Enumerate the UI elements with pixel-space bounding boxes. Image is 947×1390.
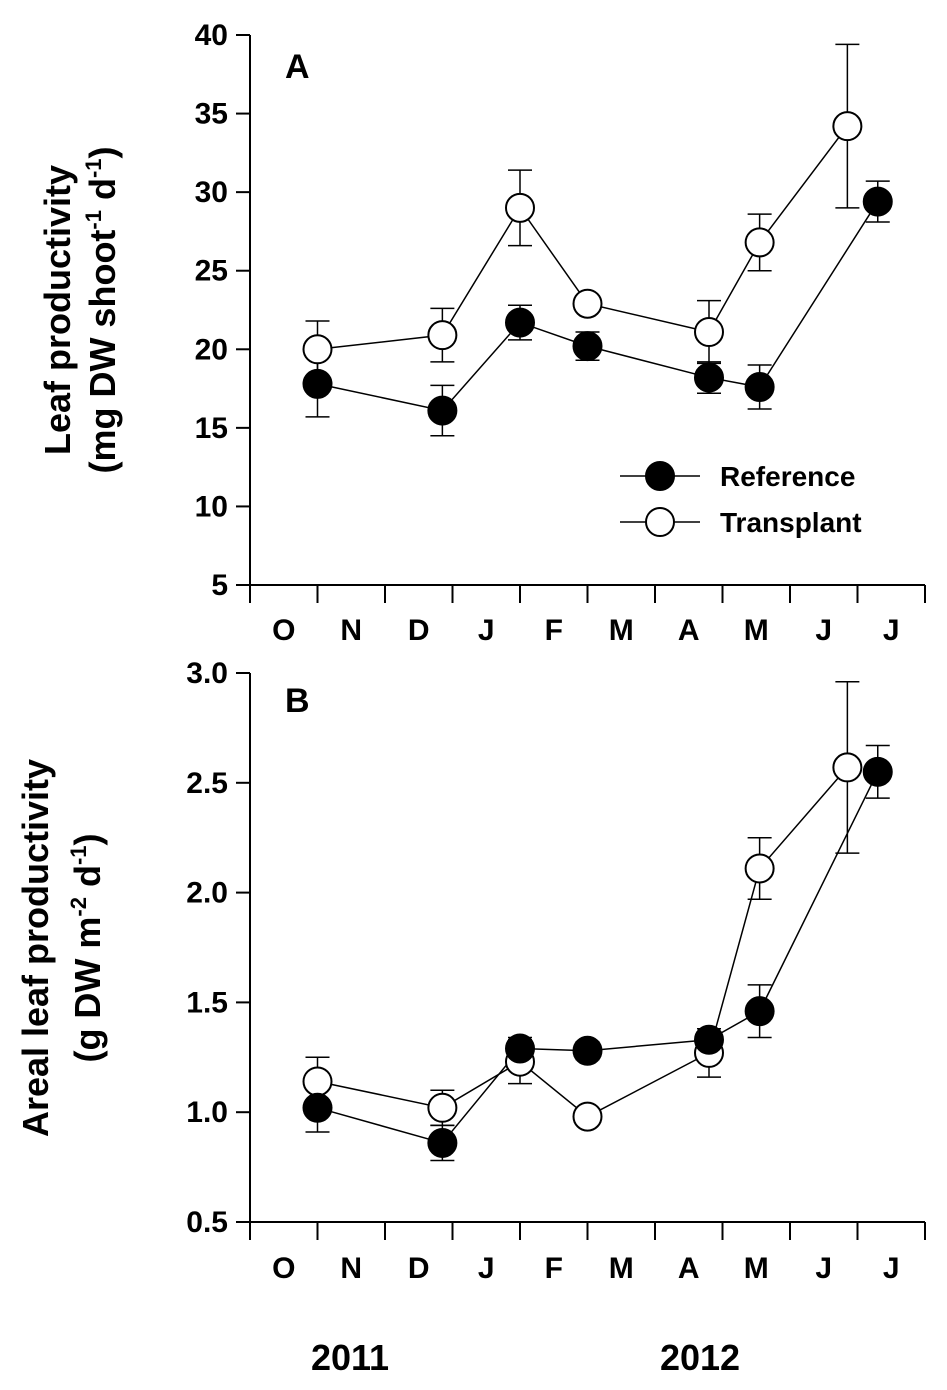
panel-a-transplant-point (744, 227, 775, 258)
panel-a-reference-point (505, 307, 535, 338)
panel-a-y-tick-label: 25 (195, 255, 228, 288)
legend-label: Reference (720, 461, 855, 492)
panel-a-y-tick-label: 15 (195, 412, 228, 445)
legend-marker (645, 461, 675, 491)
panel-b-ylabel-line2: (g DW m-2 d-1) (66, 833, 108, 1062)
panel-a-ylabel-line2: (mg DW shoot-1 d-1) (81, 146, 123, 473)
panel-b-y-tick-label: 3.0 (186, 657, 228, 690)
panel-b-month-label: M (744, 1252, 769, 1285)
panel-a-reference-point (572, 331, 603, 362)
panel-b-axes: 0.5 1.0 1.5 2.0 2.5 3.0 O N D J F M A M J J (186, 657, 926, 1285)
panel-a-reference-point (302, 368, 333, 399)
panel-a-month-label: O (272, 614, 295, 647)
panel-a-month-label: M (744, 614, 769, 647)
panel-a-letter: A (285, 48, 310, 86)
panel-a-y-tick-label: 20 (195, 333, 228, 366)
panel-a-y-tick-label: 5 (211, 569, 228, 602)
panel-b-reference-point (744, 996, 775, 1027)
year-label-2011: 2011 (311, 1337, 389, 1378)
panel-b-transplant-point (427, 1092, 458, 1123)
panel-a-month-label: F (545, 614, 563, 647)
panel-b-y-tick-label: 1.0 (186, 1096, 228, 1129)
legend-marker (645, 507, 675, 537)
panel-b-reference-point (302, 1092, 333, 1123)
panel-b-reference-point (427, 1127, 458, 1158)
panel-b-transplant-point (744, 853, 775, 884)
panel-b-ylabel-line1: Areal leaf productivity (15, 759, 56, 1137)
panel-b-month-label: M (609, 1252, 634, 1285)
panel-a-month-label: M (609, 614, 634, 647)
panel-b-reference-point (694, 1024, 724, 1055)
panel-a-month-label: J (478, 614, 495, 647)
panel-a-month-label: J (883, 614, 900, 647)
panel-b-transplant-point (572, 1101, 603, 1132)
legend-item-transplant: Transplant (620, 507, 862, 538)
panel-a-y-tick-label: 35 (195, 98, 228, 131)
year-label-2012: 2012 (660, 1337, 740, 1378)
panel-b-y-tick-label: 0.5 (186, 1206, 228, 1239)
legend-label: Transplant (720, 507, 862, 538)
panel-a-transplant-point (572, 288, 603, 319)
panel-a-ylabel-line1: Leaf productivity (37, 165, 78, 455)
panel-a-reference-point (744, 372, 775, 402)
panel-b-month-label: J (883, 1252, 900, 1285)
panel-a-axes: 5 10 15 20 25 30 35 40 O N D J F M A M J J (195, 19, 926, 647)
panel-b-month-label: D (408, 1252, 430, 1285)
panel-b-y-tick-label: 2.5 (186, 767, 228, 800)
panel-a-reference-point (694, 362, 724, 393)
panel-a-month-label: A (678, 614, 700, 647)
panel-b-reference-point (862, 756, 893, 787)
panel-b-transplant-point (832, 752, 863, 783)
panel-b-month-label: J (815, 1252, 832, 1285)
panel-b-month-label: A (678, 1252, 700, 1285)
panel-a-transplant-point (832, 111, 863, 142)
panel-a-transplant-point (302, 334, 333, 365)
panel-a-month-label: J (815, 614, 832, 647)
panel-a-month-label: N (340, 614, 362, 647)
panel-b-y-tick-label: 2.0 (186, 877, 228, 910)
panel-b-reference-point (572, 1035, 603, 1066)
panel-a-series (302, 43, 893, 437)
panel-a-transplant-point (505, 192, 535, 223)
panel-b-month-label: N (340, 1252, 362, 1285)
panel-a-reference-point (427, 395, 458, 426)
panel-b-month-label: J (478, 1252, 495, 1285)
panel-b-letter: B (285, 682, 310, 720)
panel-b-y-tick-label: 1.5 (186, 986, 228, 1019)
panel-a-transplant-point (694, 317, 724, 347)
panel-b-reference-point (505, 1033, 535, 1064)
panel-a-transplant-point (427, 320, 458, 351)
panel-b-month-label: F (545, 1252, 563, 1285)
legend-item-reference: Reference (620, 461, 855, 492)
panel-b-transplant-point (302, 1066, 333, 1097)
panel-a-reference-point (862, 186, 893, 217)
panel-a: A Leaf productivity (mg DW shoot-1 d-1) … (37, 19, 926, 647)
panel-a-y-tick-label: 40 (195, 19, 228, 52)
panel-a-y-tick-label: 30 (195, 176, 228, 209)
panel-b: B Areal leaf productivity (g DW m-2 d-1)… (15, 657, 926, 1285)
panel-b-reference-line (317, 771, 879, 1144)
panel-b-series (302, 681, 893, 1162)
panel-a-y-tick-label: 10 (195, 490, 228, 523)
legend: Reference Transplant (620, 461, 862, 538)
panel-a-month-label: D (408, 614, 430, 647)
panel-b-month-label: O (272, 1252, 295, 1285)
